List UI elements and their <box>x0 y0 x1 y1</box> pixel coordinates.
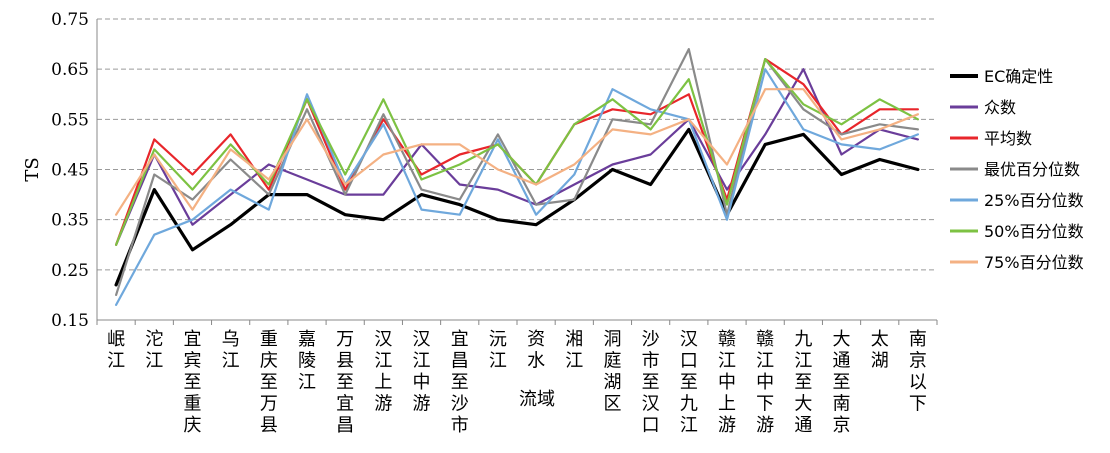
x-category-label: 赣江中上游 <box>718 329 736 436</box>
x-category-label: 太湖 <box>871 329 889 372</box>
x-category-label: 赣江中下游 <box>756 329 774 436</box>
x-category-label: 汉江中游 <box>413 329 431 415</box>
x-category-label: 乌江 <box>222 329 240 372</box>
x-category-label: 重庆至万县 <box>260 329 278 436</box>
x-category-label: 沅江 <box>489 329 507 372</box>
legend-label: 75%百分位数 <box>984 253 1084 272</box>
legend-label: 50%百分位数 <box>984 222 1084 241</box>
x-category-label: 九江至大通 <box>794 329 812 436</box>
y-tick-label: 0.25 <box>51 261 89 281</box>
y-tick-label: 0.55 <box>51 110 89 130</box>
x-category-label: 岷江 <box>107 329 125 372</box>
legend-label: 平均数 <box>984 129 1032 148</box>
series-line <box>114 57 920 246</box>
legend-label: 最优百分位数 <box>984 160 1080 179</box>
x-category-label: 洞庭湖区 <box>603 329 621 415</box>
legend-label: EC确定性 <box>984 67 1053 86</box>
series-line <box>114 47 920 296</box>
legend-label: 众数 <box>984 98 1016 117</box>
x-category-label: 宜昌至沙市 <box>451 329 469 436</box>
series-line <box>114 127 920 287</box>
x-axis-title: 流域 <box>519 389 555 410</box>
x-category-label: 万县至宜昌 <box>336 329 354 436</box>
x-category-label: 宜宾至重庆 <box>183 329 201 436</box>
x-category-label: 南京以下 <box>909 329 927 415</box>
y-tick-labels: 0.15 0.25 0.35 0.45 0.55 0.65 0.75 <box>51 10 89 331</box>
series-line <box>114 68 920 246</box>
y-axis-title: TS <box>22 157 43 181</box>
y-tick-label: 0.75 <box>51 10 89 30</box>
y-tick-label: 0.65 <box>51 60 89 80</box>
gridlines <box>96 18 938 325</box>
legend-label: 25%百分位数 <box>984 191 1084 210</box>
y-tick-label: 0.45 <box>51 161 89 181</box>
series-lines <box>114 47 920 306</box>
x-category-label: 资水 <box>527 329 545 372</box>
x-category-label: 汉江上游 <box>374 329 392 415</box>
series-line <box>114 88 920 216</box>
x-category-label: 沱江 <box>145 329 163 372</box>
x-category-label: 汉口至九江 <box>680 329 698 436</box>
x-category-label: 湘江 <box>565 329 583 372</box>
y-tick-label: 0.35 <box>51 211 89 231</box>
x-category-label: 沙市至汉口 <box>642 329 660 436</box>
x-category-label: 大通至南京 <box>833 329 851 436</box>
y-tick-label: 0.15 <box>51 311 89 331</box>
x-category-label: 嘉陵江 <box>298 329 316 393</box>
